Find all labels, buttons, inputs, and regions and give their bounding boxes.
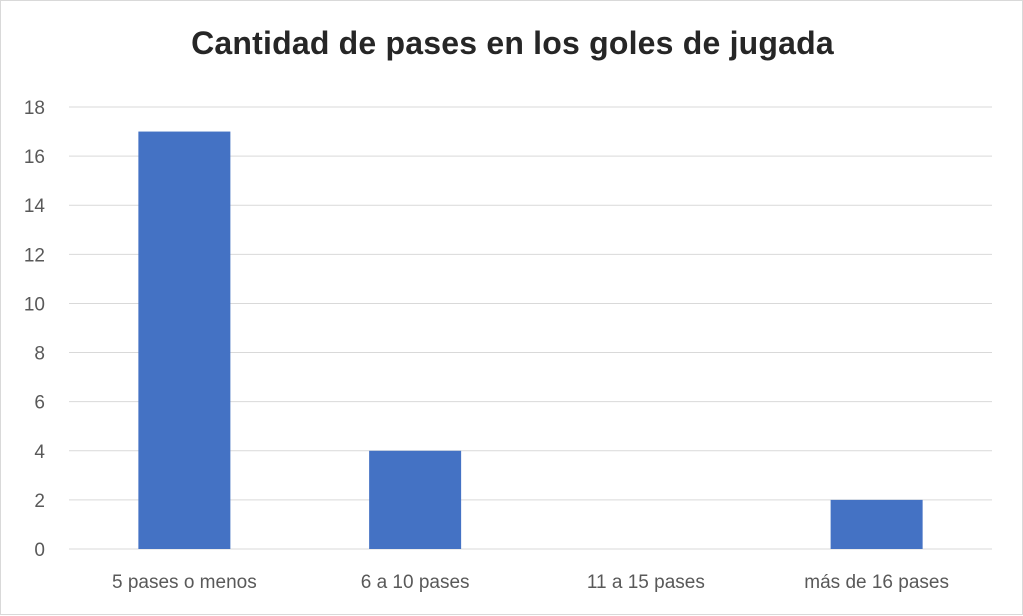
bar [138, 131, 231, 550]
x-tick-label: 11 a 15 pases [587, 572, 705, 593]
x-axis-ticks: 5 pases o menos 6 a 10 pases 11 a 15 pases… [112, 572, 949, 593]
y-tick-label: 8 [34, 344, 45, 365]
y-axis-ticks: 0 2 4 6 8 10 12 14 16 18 [24, 98, 46, 561]
x-tick-label: 5 pases o menos [112, 572, 257, 593]
y-tick-label: 18 [24, 98, 45, 119]
y-tick-label: 16 [24, 147, 45, 168]
chart-title: Cantidad de pases en los goles de jugada [191, 25, 834, 61]
bar [830, 499, 923, 549]
y-tick-label: 14 [24, 196, 46, 217]
bars [138, 131, 923, 550]
y-tick-label: 2 [34, 491, 45, 512]
y-tick-label: 10 [24, 294, 45, 315]
x-tick-label: más de 16 pases [804, 572, 949, 593]
bar [369, 450, 462, 549]
y-tick-label: 4 [34, 442, 45, 463]
y-tick-label: 12 [24, 245, 45, 266]
y-tick-label: 0 [34, 540, 45, 561]
y-tick-label: 6 [34, 393, 45, 414]
x-tick-label: 6 a 10 pases [361, 572, 470, 593]
